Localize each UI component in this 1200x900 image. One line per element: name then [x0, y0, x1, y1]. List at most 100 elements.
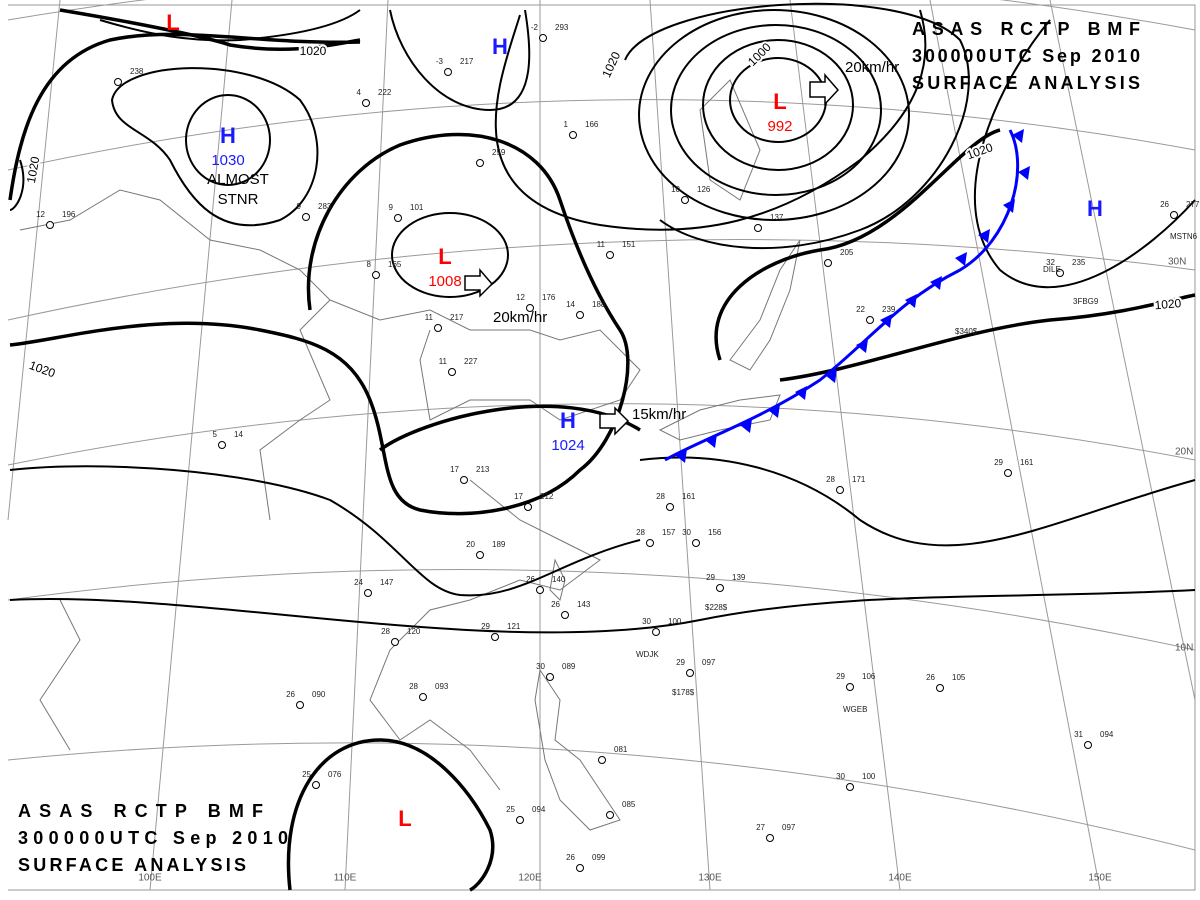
isobar — [9, 589, 1196, 634]
meridian — [149, 0, 233, 891]
station-pressure: 157 — [662, 528, 676, 537]
station-temp: -2 — [531, 23, 539, 32]
station-temp: 30 — [682, 528, 691, 537]
station-pressure: 235 — [1072, 258, 1086, 267]
station-marker — [114, 78, 122, 86]
station-id: DILE — [1043, 265, 1061, 274]
station-marker — [598, 756, 606, 764]
motion-label: 20km/hr — [845, 59, 899, 76]
front-triangle — [978, 229, 990, 243]
station-temp: 26 — [1160, 200, 1169, 209]
station-marker — [539, 34, 547, 42]
station-temp: 11 — [425, 313, 434, 322]
station-pressure: 089 — [562, 662, 576, 671]
station-pressure: 085 — [622, 800, 636, 809]
isobar — [494, 9, 927, 231]
isobar — [286, 738, 495, 892]
station-temp: 28 — [409, 682, 418, 691]
center-value: 992 — [767, 118, 792, 135]
station-marker — [476, 551, 484, 559]
station-id: WGEB — [843, 705, 867, 714]
station-pressure: 14 — [234, 430, 243, 439]
station-pressure: 101 — [410, 203, 424, 212]
center-symbol: H — [1087, 196, 1103, 221]
station-pressure: 212 — [540, 492, 554, 501]
center-symbol: H — [492, 34, 508, 59]
center-symbol: L — [398, 806, 411, 831]
isobar — [702, 39, 854, 171]
station-marker — [491, 633, 499, 641]
cold-front — [664, 129, 1030, 463]
station-pressure: 151 — [622, 240, 636, 249]
meridians — [7, 0, 1196, 891]
station-temp: 14 — [566, 300, 575, 309]
station-marker — [576, 864, 584, 872]
station-marker — [546, 673, 554, 681]
station-pressure: 156 — [708, 528, 722, 537]
station-marker — [1084, 741, 1092, 749]
center-value: 1024 — [551, 437, 584, 454]
station-marker — [526, 304, 534, 312]
station-marker — [362, 99, 370, 107]
longitude-label: 100E — [138, 873, 162, 884]
station-marker — [936, 684, 944, 692]
station-temp: 28 — [656, 492, 665, 501]
coastline — [329, 299, 641, 421]
station-marker — [364, 589, 372, 597]
station-pressure: 099 — [592, 853, 606, 862]
isobar — [9, 159, 25, 211]
station-temp: 30 — [642, 617, 651, 626]
station-pressure: 100 — [668, 617, 682, 626]
longitude-label: 120E — [518, 873, 542, 884]
station-temp: 12 — [516, 293, 525, 302]
meridian — [929, 0, 1101, 891]
station-pressure: 120 — [407, 627, 421, 636]
parallels — [7, 0, 1196, 851]
station-temp: 24 — [354, 578, 363, 587]
front-triangle — [955, 252, 967, 266]
front-triangle — [1003, 199, 1015, 213]
station-temp: 27 — [756, 823, 765, 832]
station-pressure: 227 — [464, 357, 478, 366]
station-pressure: 081 — [614, 745, 628, 754]
station-pressure: 143 — [577, 600, 591, 609]
station-temp: 5 — [213, 430, 218, 439]
island — [729, 239, 801, 371]
center-symbol: L — [166, 10, 179, 35]
station-pressure: 293 — [555, 23, 569, 32]
station-pressure: 121 — [507, 622, 521, 631]
longitude-label: 140E — [888, 873, 912, 884]
center-symbol: L — [773, 89, 786, 114]
station-marker — [312, 781, 320, 789]
island — [534, 668, 621, 831]
coastline — [39, 599, 81, 751]
station-marker — [460, 476, 468, 484]
station-marker — [391, 638, 399, 646]
front-triangle — [705, 434, 717, 448]
station-marker — [536, 586, 544, 594]
station-temp: 9 — [297, 202, 302, 211]
station-marker — [1170, 211, 1178, 219]
station-marker — [448, 368, 456, 376]
station-temp: 29 — [706, 573, 715, 582]
isobar — [110, 67, 319, 227]
station-marker — [561, 611, 569, 619]
station-pressure: 283 — [318, 202, 332, 211]
center-note: STNR — [218, 191, 259, 208]
station-temp: 10 — [671, 185, 680, 194]
station-pressure: 093 — [435, 682, 449, 691]
station-marker — [606, 251, 614, 259]
station-pressure: 139 — [732, 573, 746, 582]
station-temp: 25 — [302, 770, 311, 779]
station-temp: 22 — [856, 305, 865, 314]
coastline — [369, 479, 601, 791]
isobar — [59, 8, 361, 52]
isobar — [670, 24, 882, 196]
isobar — [391, 212, 509, 298]
arrow — [599, 406, 630, 436]
station-temp: 1 — [564, 120, 569, 129]
station-id: WDJK — [636, 650, 659, 659]
station-temp: 4 — [357, 88, 362, 97]
latitude-label: 10N — [1175, 643, 1193, 654]
map-border — [8, 4, 1196, 891]
